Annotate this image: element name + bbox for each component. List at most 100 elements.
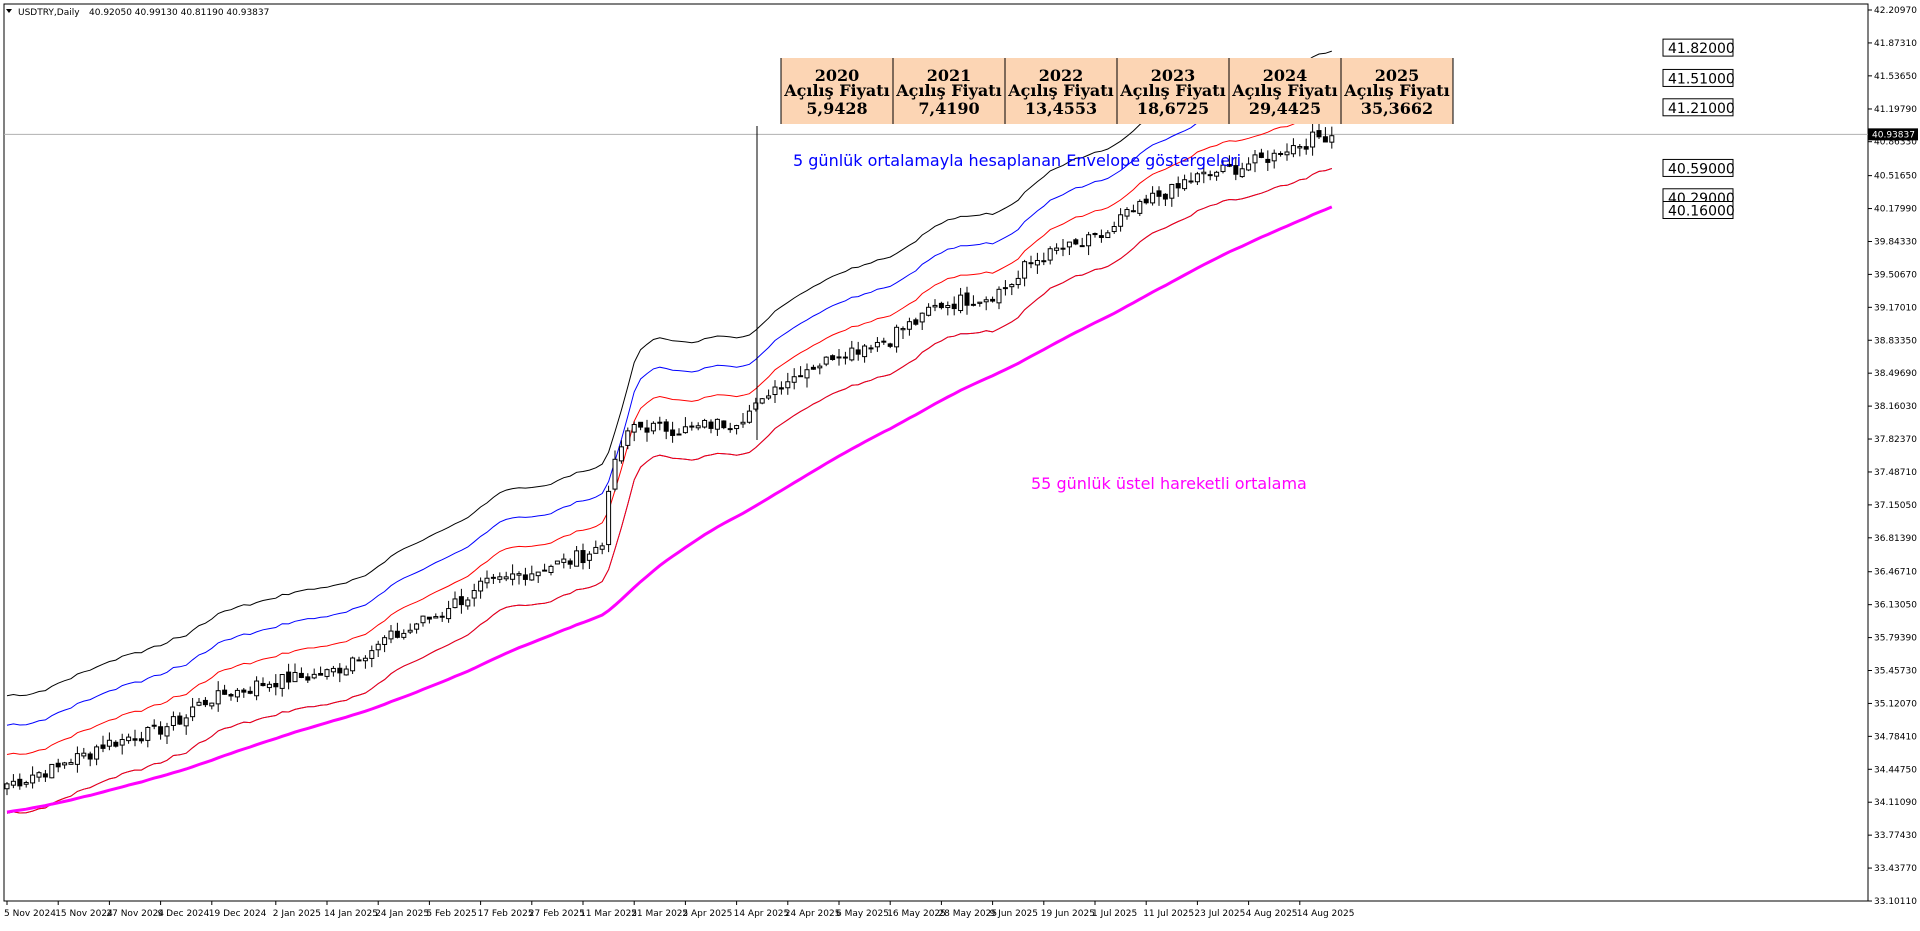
y-tick-label: 38.16030 <box>1874 402 1917 412</box>
candle <box>1329 126 1335 149</box>
candle <box>170 711 176 731</box>
candle <box>734 424 740 435</box>
candle <box>529 565 535 581</box>
x-tick-label: 14 Aug 2025 <box>1297 909 1355 919</box>
y-tick-label: 37.15050 <box>1874 501 1917 511</box>
triangle-down-icon[interactable] <box>6 9 12 13</box>
candle <box>932 299 938 312</box>
y-tick-label: 34.11090 <box>1874 798 1917 808</box>
open-price-value: 29,4425 <box>1249 99 1321 118</box>
candle <box>580 543 586 570</box>
candle <box>938 301 944 310</box>
candle <box>791 368 797 390</box>
candle <box>913 317 919 326</box>
candle <box>407 623 413 635</box>
candle <box>30 766 36 789</box>
y-tick-label: 39.17010 <box>1874 303 1917 313</box>
candle <box>446 600 452 623</box>
candle <box>388 625 394 644</box>
candle <box>823 356 829 367</box>
level-label: 41.21000 <box>1662 98 1735 117</box>
candle <box>158 721 164 740</box>
candle <box>1162 193 1168 206</box>
x-tick-label: 27 Nov 2024 <box>106 909 164 919</box>
candle <box>727 422 733 433</box>
candle <box>1124 207 1130 220</box>
candle <box>273 674 279 696</box>
candle <box>1028 255 1034 269</box>
y-tick-label: 35.45730 <box>1874 667 1917 677</box>
level-label-text: 41.82000 <box>1668 41 1735 57</box>
current-price-tag: 40.93837 <box>1868 128 1918 141</box>
candle <box>1239 162 1245 178</box>
candle <box>676 428 682 436</box>
x-tick-label: 6 May 2025 <box>836 909 889 919</box>
candle <box>81 747 87 759</box>
candle <box>1278 151 1284 157</box>
candle <box>817 363 823 375</box>
candle <box>382 635 388 653</box>
year-text: 2020 <box>815 66 860 85</box>
candle <box>1252 150 1258 173</box>
open-price-caption: Açılış Fiyatı <box>1119 81 1226 100</box>
candle <box>1220 160 1226 174</box>
x-tick-label: 19 Jun 2025 <box>1041 909 1095 919</box>
candle <box>689 421 695 431</box>
candle <box>401 629 407 640</box>
candle <box>177 712 183 725</box>
y-tick-label: 42.20970 <box>1874 6 1917 16</box>
x-tick-label: 5 Feb 2025 <box>426 909 476 919</box>
candle <box>638 421 644 431</box>
candle <box>670 421 676 443</box>
candle <box>574 546 580 567</box>
y-tick-label: 40.86330 <box>1874 138 1917 148</box>
candle <box>202 697 208 708</box>
open-price-value: 35,3662 <box>1361 99 1433 118</box>
candle <box>900 326 906 339</box>
y-tick-label: 37.82370 <box>1874 435 1917 445</box>
current-price-bg <box>1868 128 1918 141</box>
candle <box>740 412 746 428</box>
candle <box>919 312 925 331</box>
x-tick-label: 2 Apr 2025 <box>682 909 732 919</box>
candle <box>612 450 618 492</box>
candle <box>452 591 458 609</box>
candle <box>1015 270 1021 289</box>
candle <box>420 615 426 627</box>
candle <box>478 577 484 599</box>
candle <box>766 389 772 400</box>
candle <box>42 769 48 782</box>
candle <box>55 758 61 773</box>
candle <box>471 583 477 607</box>
candle <box>785 372 791 395</box>
envelope-annotation: 5 günlük ortalamayla hesaplanan Envelope… <box>793 151 1241 170</box>
candle <box>1310 123 1316 156</box>
candle <box>62 761 68 769</box>
candle <box>318 666 324 676</box>
x-tick-label: 14 Apr 2025 <box>734 909 790 919</box>
candle <box>369 645 375 668</box>
candle <box>1175 176 1181 197</box>
candle <box>362 655 368 669</box>
candle <box>1207 170 1213 181</box>
y-tick-label: 35.12070 <box>1874 699 1917 709</box>
candle <box>343 665 349 676</box>
candle <box>292 663 298 683</box>
ema-line <box>6 205 1333 814</box>
y-tick-label: 33.10110 <box>1874 897 1917 907</box>
y-tick-label: 41.87310 <box>1874 39 1917 49</box>
candle <box>36 771 42 782</box>
candle <box>1034 252 1040 274</box>
candle <box>87 751 93 767</box>
y-tick-label: 36.13050 <box>1874 601 1917 611</box>
candle <box>682 417 688 434</box>
candle <box>356 656 362 662</box>
candle <box>714 418 720 436</box>
candle <box>298 667 304 679</box>
candle <box>426 616 432 624</box>
